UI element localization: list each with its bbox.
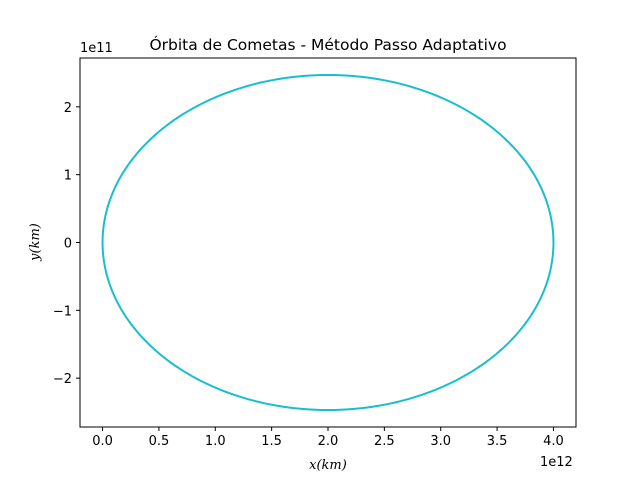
y-tick-label: −1: [53, 304, 72, 319]
y-tick-label: 2: [64, 101, 72, 116]
x-tick-label: 4.0: [543, 434, 564, 449]
plot-area: [101, 73, 555, 412]
x-offset-label: 1e12: [540, 455, 573, 470]
x-tick-label: 0.0: [92, 434, 113, 449]
y-offset-label: 1e11: [80, 41, 113, 56]
y-axis-label: y(km): [28, 223, 43, 262]
x-axis-label: x(km): [309, 458, 347, 473]
y-tick-label: 0: [64, 237, 72, 252]
x-tick-label: 2.0: [318, 434, 339, 449]
orbit-series-line: [101, 73, 555, 412]
x-tick-label: 3.0: [430, 434, 451, 449]
plot-frame: [79, 57, 577, 428]
x-tick-label: 1.5: [261, 434, 282, 449]
x-tick-label: 0.5: [149, 434, 170, 449]
chart-title: Órbita de Cometas - Método Passo Adaptat…: [149, 35, 506, 54]
x-tick-label: 1.0: [205, 434, 226, 449]
x-tick-label: 2.5: [374, 434, 395, 449]
y-tick-label: −2: [53, 372, 72, 387]
tick-group: 0.0 0.5 1.0 1.5 2.0 2.5 3.0 3.5 4.0 −2 −1 0 1 2: [53, 101, 564, 449]
x-tick-label: 3.5: [487, 434, 508, 449]
y-tick-label: 1: [64, 169, 72, 184]
